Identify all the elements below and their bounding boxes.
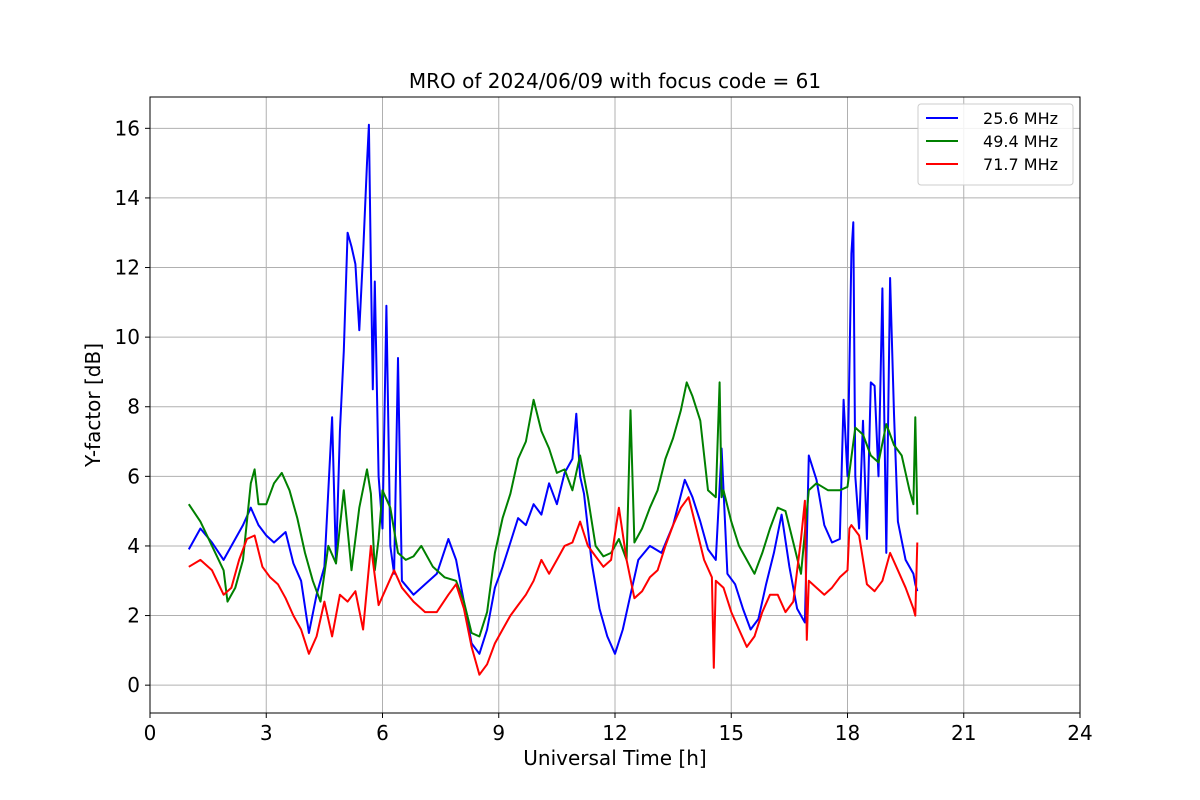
legend-label-2: 71.7 MHz — [983, 155, 1058, 174]
y-tick-label: 4 — [127, 534, 140, 558]
series-line-2 — [188, 496, 919, 676]
y-tick-label: 16 — [115, 116, 140, 140]
y-axis-label: Y-factor [dB] — [81, 343, 105, 468]
x-axis-label: Universal Time [h] — [523, 746, 706, 770]
x-tick-label: 3 — [260, 721, 273, 745]
x-tick-label: 6 — [376, 721, 389, 745]
x-tick-label: 15 — [719, 721, 744, 745]
series-line-1 — [187, 381, 919, 638]
x-tick-label: 18 — [835, 721, 860, 745]
x-tick-label: 21 — [951, 721, 976, 745]
legend: 25.6 MHz 49.4 MHz 71.7 MHz — [917, 103, 1074, 186]
y-tick-label: 12 — [115, 256, 140, 280]
legend-label-1: 49.4 MHz — [983, 132, 1058, 151]
series-layer — [187, 123, 919, 676]
x-tick-label: 24 — [1067, 721, 1092, 745]
chart-title: MRO of 2024/06/09 with focus code = 61 — [409, 69, 821, 93]
x-tick-label: 9 — [492, 721, 505, 745]
y-tick-label: 10 — [115, 325, 140, 349]
y-tick-label: 8 — [127, 395, 140, 419]
y-tick-label: 2 — [127, 604, 140, 628]
x-tick-label: 12 — [602, 721, 627, 745]
x-axis: 0 3 6 9 12 15 18 21 24 — [144, 713, 1093, 745]
legend-label-0: 25.6 MHz — [983, 109, 1058, 128]
y-tick-label: 14 — [115, 186, 140, 210]
y-tick-label: 6 — [127, 464, 140, 488]
y-tick-label: 0 — [127, 673, 140, 697]
series-line-0 — [187, 123, 919, 655]
x-tick-label: 0 — [144, 721, 157, 745]
y-axis: 0 2 4 6 8 10 12 14 16 — [115, 116, 150, 697]
